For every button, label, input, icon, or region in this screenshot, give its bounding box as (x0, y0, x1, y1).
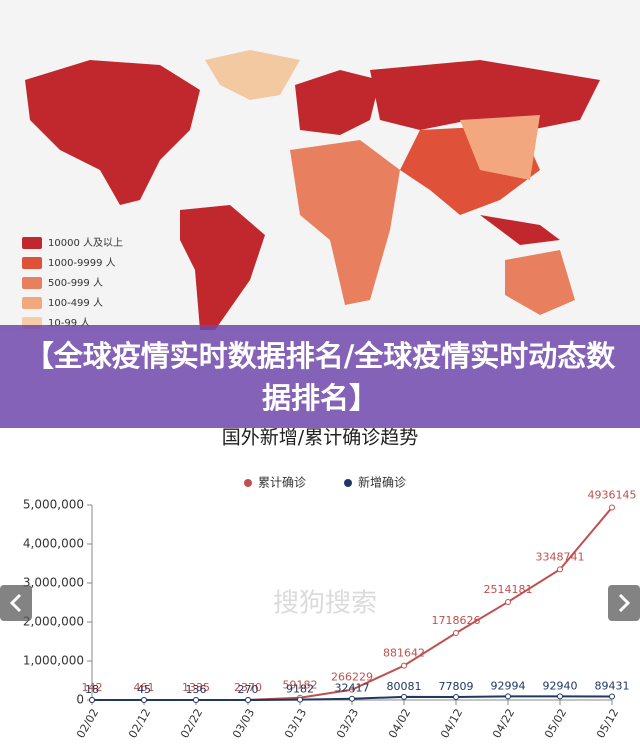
legend-label: 500-999 人 (48, 277, 103, 289)
legend-marker (244, 479, 252, 487)
legend-swatch (22, 277, 42, 289)
data-point (453, 629, 459, 636)
y-tick-label: 0 (76, 693, 84, 707)
x-tick-label: 03/03 (230, 707, 257, 741)
banner-title: 【全球疫情实时数据排名/全球疫情实时动态数据排名】 (24, 338, 616, 415)
data-label: 136 (186, 683, 207, 696)
data-point (557, 566, 563, 573)
data-label: 45 (137, 683, 151, 696)
legend-label: 1000-9999 人 (48, 257, 116, 269)
europe (295, 70, 380, 135)
x-tick-label: 04/22 (490, 707, 517, 741)
data-label: 3348741 (536, 550, 585, 563)
watermark: 搜狗搜索 (273, 589, 377, 619)
north-america (25, 60, 200, 205)
chart-title: 国外新增/累计确诊趋势 (222, 428, 418, 449)
x-tick-label: 02/02 (74, 707, 101, 741)
data-label: 80081 (387, 680, 422, 693)
data-point (297, 696, 303, 703)
data-point (609, 693, 615, 700)
chart: 国外新增/累计确诊趋势 搜狗搜索 0 1,000,000 2,000,000 3,00… (23, 428, 637, 741)
data-label: 461 (134, 681, 155, 694)
data-label: 18 (85, 683, 99, 696)
data-point (609, 504, 615, 511)
y-tick-label: 1,000,000 (23, 654, 84, 668)
data-label: 2514181 (484, 583, 533, 596)
data-point (245, 696, 251, 703)
data-label: 77809 (439, 680, 474, 693)
data-point (349, 695, 355, 702)
next-arrow[interactable] (608, 585, 640, 621)
data-point (401, 693, 407, 700)
data-point (349, 686, 355, 693)
russia (370, 60, 600, 130)
africa (290, 140, 400, 305)
legend-marker (344, 479, 352, 487)
x-tick-label: 03/13 (282, 707, 309, 741)
y-tick-label: 5,000,000 (23, 498, 84, 512)
data-label: 2370 (234, 681, 262, 694)
legend-swatch (22, 257, 42, 269)
data-label: 270 (238, 683, 259, 696)
data-point (505, 693, 511, 700)
x-tick-label: 04/02 (386, 707, 413, 741)
y-tick-label: 2,000,000 (23, 615, 84, 629)
data-label: 142 (82, 681, 103, 694)
data-label: 4936145 (588, 488, 637, 501)
prev-arrow[interactable] (0, 585, 32, 621)
data-point (193, 696, 199, 703)
legend-swatch (22, 237, 42, 249)
x-tick-label: 03/23 (334, 707, 361, 741)
data-point (557, 693, 563, 700)
x-tick-label: 02/22 (178, 707, 205, 741)
data-label: 59182 (283, 679, 318, 692)
data-point (89, 696, 95, 703)
data-label: 1335 (182, 681, 210, 694)
legend-label: 累计确诊 (258, 476, 306, 490)
data-label: 92940 (543, 679, 578, 692)
china (460, 115, 540, 180)
data-point (505, 598, 511, 605)
data-label: 9182 (286, 683, 314, 696)
y-tick-label: 3,000,000 (23, 576, 84, 590)
legend-label: 10000 人及以上 (48, 237, 123, 249)
x-tick-label: 05/02 (542, 707, 569, 741)
legend-label: 100-499 人 (48, 297, 103, 309)
x-tick-label: 04/12 (438, 707, 465, 741)
data-label: 32417 (335, 682, 370, 695)
y-tick-label: 4,000,000 (23, 537, 84, 551)
data-label: 881642 (383, 647, 425, 660)
data-label: 1718626 (432, 614, 481, 627)
indonesia (480, 215, 560, 245)
data-label: 266229 (331, 671, 373, 684)
south-america (180, 205, 265, 330)
legend-label: 新增确诊 (358, 475, 406, 490)
banner: 【全球疫情实时数据排名/全球疫情实时动态数据排名】 (0, 325, 640, 428)
legend-swatch (22, 297, 42, 309)
australia (505, 250, 575, 315)
data-point (141, 696, 147, 703)
greenland (205, 50, 300, 100)
data-point (401, 662, 407, 669)
data-point (453, 693, 459, 700)
x-tick-label: 05/12 (594, 707, 621, 741)
data-label: 89431 (595, 680, 630, 693)
x-tick-label: 02/12 (126, 707, 153, 741)
data-label: 92994 (491, 679, 526, 692)
